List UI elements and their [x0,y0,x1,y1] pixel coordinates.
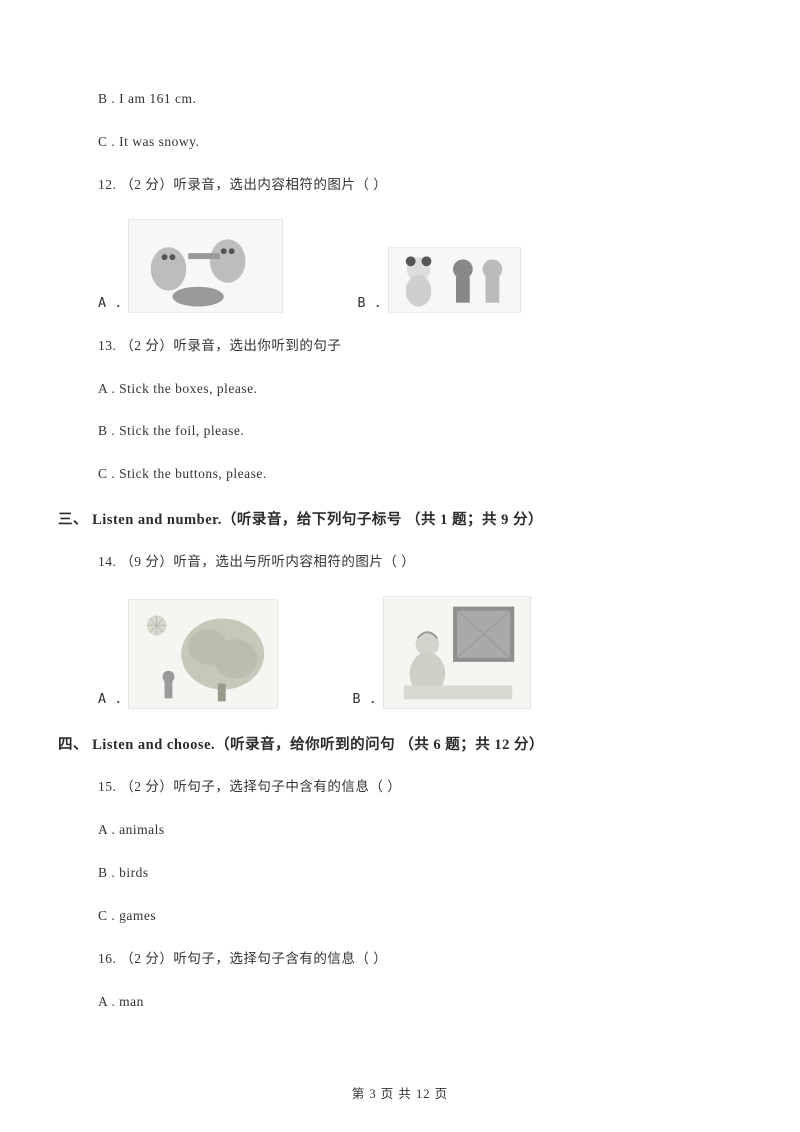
q12-img-b [388,247,521,313]
q14-opt-b[interactable]: B . [352,596,534,709]
q12-opt-b-label: B . [357,295,381,313]
q13-opt-c[interactable]: C . Stick the buttons, please. [58,465,742,484]
q14-img-a [128,599,278,709]
q15-opt-c[interactable]: C . games [58,907,742,926]
q15-opt-b[interactable]: B . birds [58,864,742,883]
q13-opt-a[interactable]: A . Stick the boxes, please. [58,380,742,399]
q16-stem: 16. （2 分）听句子，选择句子含有的信息（ ） [58,950,742,969]
q16-opt-a[interactable]: A . man [58,993,742,1012]
q-prev-opt-c: C . It was snowy. [58,133,742,152]
q14-options: A . B . [58,596,742,709]
q12-img-a [128,219,283,313]
q15-opt-a[interactable]: A . animals [58,821,742,840]
q-prev-opt-b: B . I am 161 cm. [58,90,742,109]
q13-stem: 13. （2 分）听录音，选出你听到的句子 [58,337,742,356]
q14-img-b [383,596,531,709]
section4-heading: 四、 Listen and choose.（听录音，给你听到的问句 （共 6 题… [58,733,742,754]
q13-opt-b[interactable]: B . Stick the foil, please. [58,422,742,441]
q12-opt-a-label: A . [98,295,122,313]
q12-stem: 12. （2 分）听录音，选出内容相符的图片（ ） [58,176,742,195]
q15-stem: 15. （2 分）听句子，选择句子中含有的信息（ ） [58,778,742,797]
q14-stem: 14. （9 分）听音，选出与所听内容相符的图片（ ） [58,553,742,572]
q14-opt-a-label: A . [98,691,122,709]
q14-opt-a[interactable]: A . [98,599,282,709]
q12-options: A . B . [58,219,742,313]
section3-heading: 三、 Listen and number.（听录音，给下列句子标号 （共 1 题… [58,508,742,529]
q12-opt-a[interactable]: A . [98,219,287,313]
page-footer: 第 3 页 共 12 页 [0,1083,800,1102]
q12-opt-b[interactable]: B . [357,247,524,313]
q14-opt-b-label: B . [352,691,376,709]
